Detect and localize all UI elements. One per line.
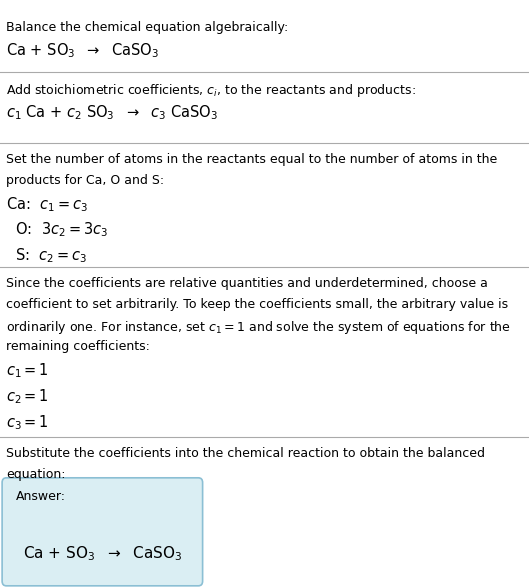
- Text: coefficient to set arbitrarily. To keep the coefficients small, the arbitrary va: coefficient to set arbitrarily. To keep …: [6, 298, 508, 311]
- Text: Ca + SO$_3$  $\rightarrow$  CaSO$_3$: Ca + SO$_3$ $\rightarrow$ CaSO$_3$: [6, 42, 159, 60]
- Text: $c_2 = 1$: $c_2 = 1$: [6, 387, 49, 406]
- Text: Add stoichiometric coefficients, $c_i$, to the reactants and products:: Add stoichiometric coefficients, $c_i$, …: [6, 82, 416, 99]
- Text: Set the number of atoms in the reactants equal to the number of atoms in the: Set the number of atoms in the reactants…: [6, 153, 498, 166]
- Text: remaining coefficients:: remaining coefficients:: [6, 340, 150, 353]
- Text: Substitute the coefficients into the chemical reaction to obtain the balanced: Substitute the coefficients into the che…: [6, 447, 485, 460]
- Text: Ca + SO$_3$  $\rightarrow$  CaSO$_3$: Ca + SO$_3$ $\rightarrow$ CaSO$_3$: [23, 544, 182, 563]
- FancyBboxPatch shape: [2, 478, 203, 586]
- Text: $c_1$ Ca + $c_2$ SO$_3$  $\rightarrow$  $c_3$ CaSO$_3$: $c_1$ Ca + $c_2$ SO$_3$ $\rightarrow$ $c…: [6, 103, 218, 122]
- Text: $c_3 = 1$: $c_3 = 1$: [6, 413, 49, 432]
- Text: Balance the chemical equation algebraically:: Balance the chemical equation algebraica…: [6, 21, 289, 33]
- Text: equation:: equation:: [6, 468, 66, 481]
- Text: O:  $3 c_2 = 3 c_3$: O: $3 c_2 = 3 c_3$: [6, 221, 108, 239]
- Text: S:  $c_2 = c_3$: S: $c_2 = c_3$: [6, 247, 88, 265]
- Text: ordinarily one. For instance, set $c_1 = 1$ and solve the system of equations fo: ordinarily one. For instance, set $c_1 =…: [6, 319, 512, 336]
- Text: Since the coefficients are relative quantities and underdetermined, choose a: Since the coefficients are relative quan…: [6, 277, 488, 290]
- Text: Ca:  $c_1 = c_3$: Ca: $c_1 = c_3$: [6, 195, 88, 214]
- Text: $c_1 = 1$: $c_1 = 1$: [6, 362, 49, 380]
- Text: Answer:: Answer:: [16, 490, 66, 502]
- Text: products for Ca, O and S:: products for Ca, O and S:: [6, 174, 165, 187]
